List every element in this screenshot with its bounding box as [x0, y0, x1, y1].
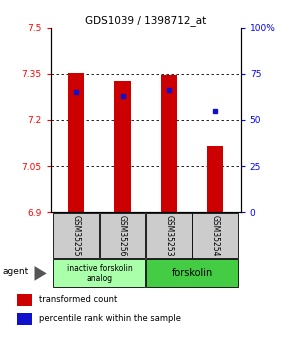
- FancyBboxPatch shape: [53, 259, 146, 287]
- Text: forskolin: forskolin: [171, 268, 213, 278]
- Bar: [17, 294, 32, 306]
- Bar: [115, 81, 131, 212]
- Text: inactive forskolin
analog: inactive forskolin analog: [66, 264, 132, 283]
- FancyBboxPatch shape: [53, 213, 99, 258]
- Polygon shape: [35, 266, 47, 281]
- Title: GDS1039 / 1398712_at: GDS1039 / 1398712_at: [85, 16, 206, 26]
- Text: GSM35254: GSM35254: [211, 215, 220, 256]
- Text: agent: agent: [3, 267, 29, 276]
- Text: transformed count: transformed count: [39, 295, 117, 304]
- Bar: [161, 75, 177, 212]
- Text: GSM35256: GSM35256: [118, 215, 127, 256]
- Text: GSM35255: GSM35255: [72, 215, 81, 256]
- FancyBboxPatch shape: [146, 213, 192, 258]
- Text: percentile rank within the sample: percentile rank within the sample: [39, 314, 180, 323]
- Text: GSM35253: GSM35253: [164, 215, 173, 256]
- Bar: [207, 146, 223, 212]
- Bar: [68, 73, 84, 212]
- FancyBboxPatch shape: [192, 213, 238, 258]
- FancyBboxPatch shape: [100, 213, 146, 258]
- FancyBboxPatch shape: [146, 259, 238, 287]
- Bar: [17, 313, 32, 325]
